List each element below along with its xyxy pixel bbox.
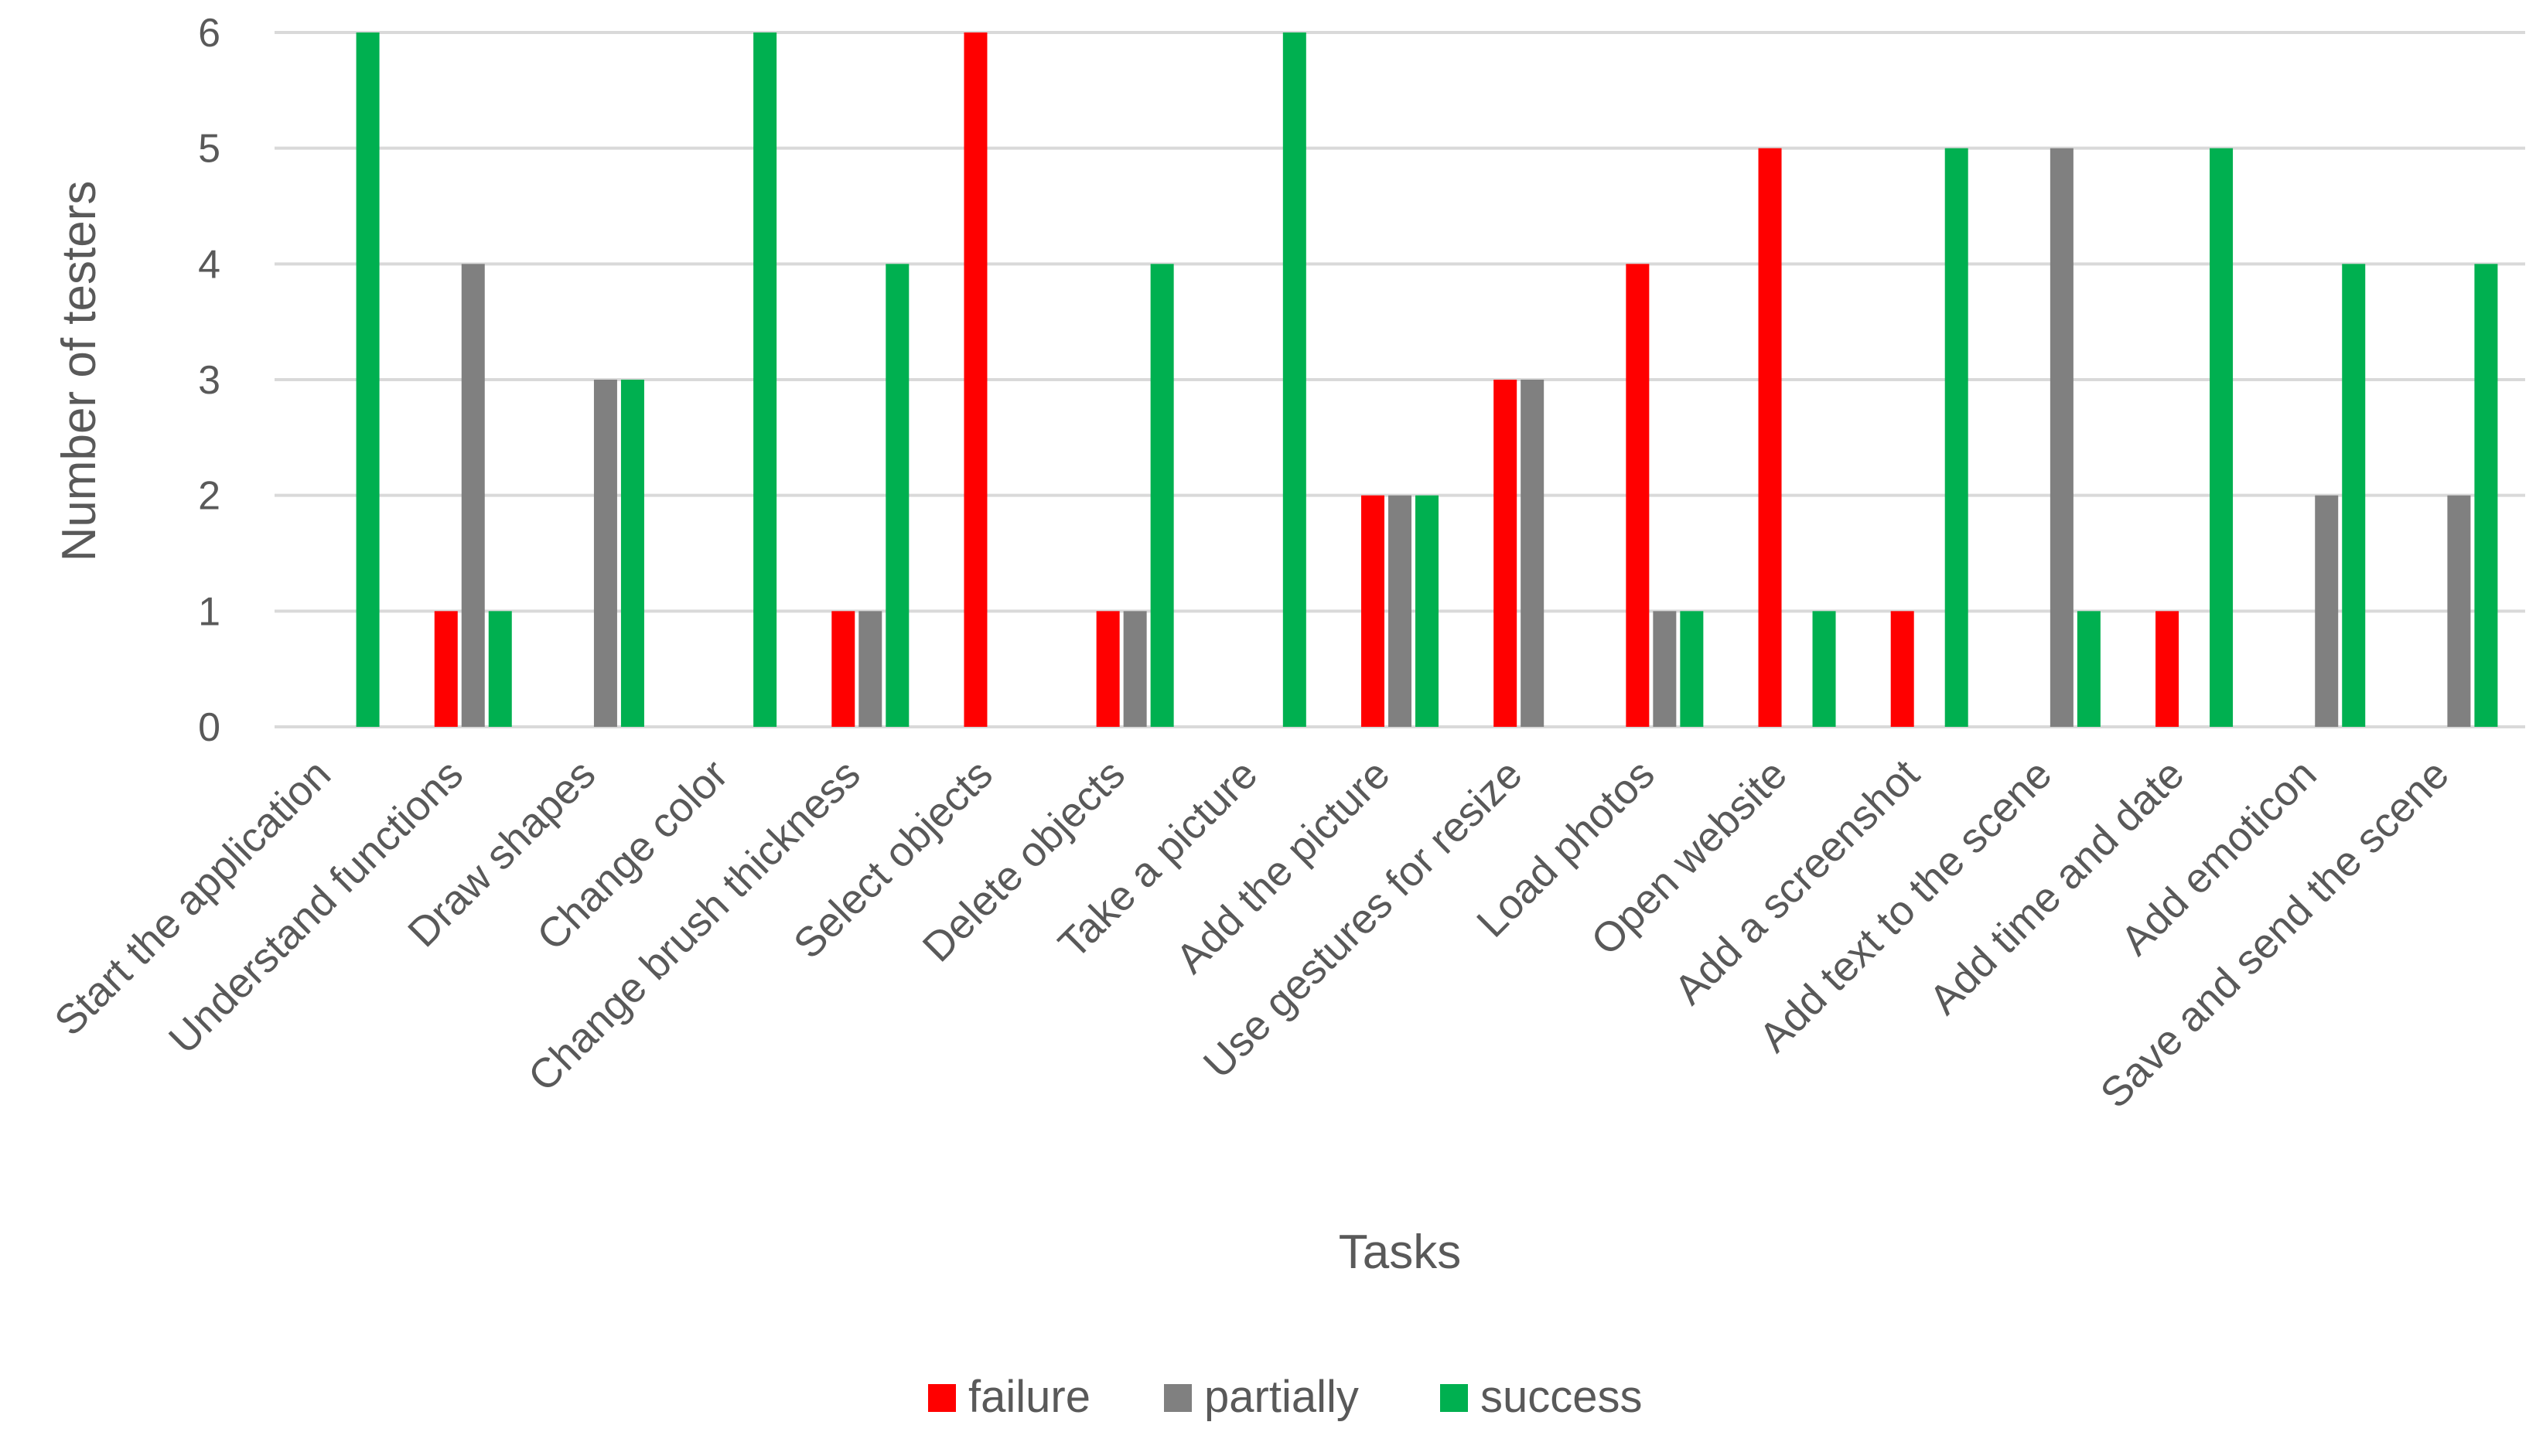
bar-partially [2315, 495, 2339, 727]
bar-success [1680, 611, 1704, 727]
bar-partially [1388, 495, 1411, 727]
bar-success [1282, 32, 1306, 727]
y-tick-label: 4 [198, 242, 220, 287]
bar-failure [964, 32, 988, 727]
bar-partially [1123, 611, 1147, 727]
bar-failure [1890, 611, 1914, 727]
bar-success [2342, 264, 2366, 727]
y-tick-label: 6 [198, 11, 220, 56]
bar-partially [461, 264, 485, 727]
legend-swatch-success [1440, 1384, 1468, 1412]
bar-success [2474, 264, 2498, 727]
bar-partially [858, 611, 882, 727]
x-axis-title: Tasks [1339, 1226, 1461, 1279]
bar-partially [2447, 495, 2471, 727]
bar-failure [1758, 148, 1782, 727]
legend-label-failure: failure [968, 1372, 1091, 1422]
bar-failure [434, 611, 458, 727]
bar-failure [1493, 380, 1517, 727]
bar-failure [1626, 264, 1650, 727]
bar-success [356, 32, 380, 727]
bar-success [1415, 495, 1439, 727]
bar-success [1944, 148, 1968, 727]
y-axis-title: Number of testers [53, 181, 106, 562]
legend-swatch-failure [928, 1384, 956, 1412]
bar-success [488, 611, 512, 727]
legend: failure partially success [928, 1372, 1643, 1422]
bars [356, 32, 2498, 727]
legend-swatch-partially [1164, 1384, 1192, 1412]
y-tick-label: 0 [198, 705, 220, 750]
bar-success [2077, 611, 2101, 727]
y-tick-label: 2 [198, 474, 220, 519]
bar-success [1150, 264, 1174, 727]
y-tick-label: 3 [198, 358, 220, 403]
bar-success [886, 264, 910, 727]
bar-failure [1361, 495, 1384, 727]
bar-partially [2050, 148, 2074, 727]
bar-partially [593, 380, 617, 727]
bar-success [2210, 148, 2234, 727]
y-axis-ticks: 0 1 2 3 4 5 6 [198, 11, 220, 750]
y-tick-label: 1 [198, 589, 220, 634]
bar-failure [2155, 611, 2179, 727]
x-tick-label: Add a screenshot [1666, 751, 1929, 1014]
legend-label-success: success [1480, 1372, 1643, 1422]
bar-partially [1653, 611, 1677, 727]
legend-label-partially: partially [1204, 1372, 1359, 1422]
bar-success [753, 32, 777, 727]
bar-failure [1096, 611, 1120, 727]
bar-success [620, 380, 644, 727]
bar-partially [1521, 380, 1544, 727]
x-tick-label: Add time and date [1920, 751, 2193, 1023]
bar-failure [831, 611, 855, 727]
bar-success [1812, 611, 1836, 727]
y-tick-label: 5 [198, 127, 220, 172]
